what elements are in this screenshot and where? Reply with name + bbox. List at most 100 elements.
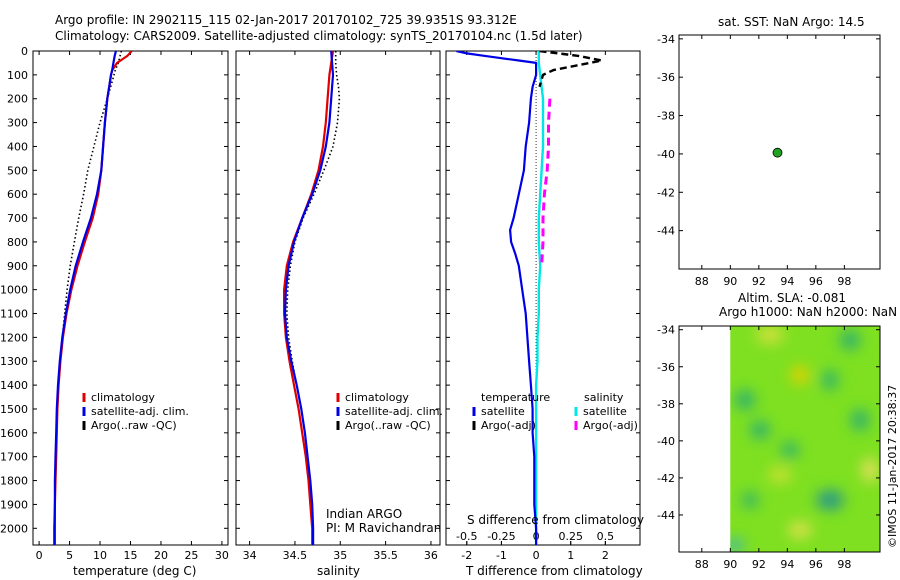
- map-y-tick-label: -42: [657, 186, 675, 199]
- x-tick-label: 35.5: [373, 549, 398, 562]
- temp-legend-climatology-label: climatology: [91, 391, 155, 404]
- depth-tick-label: 1600: [0, 427, 28, 440]
- salinity-satellite-diff-line: [534, 51, 545, 545]
- x2-tick-label: 0.5: [597, 530, 615, 543]
- map-x-tick-label: 90: [723, 558, 737, 571]
- depth-tick-label: 300: [7, 117, 28, 130]
- map-x-tick-label: 88: [695, 275, 709, 288]
- sla-map-title-1: Altim. SLA: -0.081: [738, 291, 847, 305]
- diff-legend-temp-argo-label: Argo(-adj): [481, 419, 536, 432]
- temperature-axes: [32, 50, 229, 546]
- salinity-axes: [235, 50, 441, 546]
- map-x-tick-label: 92: [752, 275, 766, 288]
- map-x-tick-label: 96: [809, 558, 823, 571]
- salinity-note-2: PI: M Ravichandran: [326, 521, 442, 535]
- x-tick-label: 10: [93, 549, 107, 562]
- map-y-tick-label: -38: [657, 110, 675, 123]
- map-x-tick-label: 94: [780, 275, 794, 288]
- x-tick-label: 34: [243, 549, 257, 562]
- x-tick-label: 0: [533, 549, 540, 562]
- depth-tick-label: 700: [7, 212, 28, 225]
- map-y-tick-label: -36: [657, 71, 675, 84]
- salinity-satellite-line: [283, 51, 335, 545]
- salinity-note-1: Indian ARGO: [326, 507, 403, 521]
- x-tick-label: 1: [567, 549, 574, 562]
- diff-legend-sal-satellite-label: satellite: [583, 405, 627, 418]
- x-tick-label: 2: [602, 549, 609, 562]
- argo-location-marker: [772, 147, 783, 158]
- depth-tick-label: 400: [7, 140, 28, 153]
- temperature-climatology-line: [53, 51, 133, 545]
- temperature-satellite-diff-line: [456, 51, 538, 545]
- x-tick-label: 35: [333, 549, 347, 562]
- depth-tick-label: 1300: [0, 355, 28, 368]
- map-y-tick-label: -38: [657, 398, 675, 411]
- salinity-argo-diff-line: [540, 98, 552, 266]
- sal-legend-satellite-label: satellite-adj. clim.: [345, 405, 443, 418]
- x-tick-label: 36: [424, 549, 438, 562]
- map-x-tick-label: 90: [723, 275, 737, 288]
- sla-heatmap: [730, 326, 880, 552]
- diff-legend-temp-satellite-label: satellite: [481, 405, 525, 418]
- x-tick-label: 15: [124, 549, 138, 562]
- depth-tick-label: 900: [7, 260, 28, 273]
- map-x-tick-label: 98: [837, 275, 851, 288]
- depth-tick-label: 600: [7, 188, 28, 201]
- x-tick-label: 30: [215, 549, 229, 562]
- difference-top-label: S difference from climatology: [467, 513, 644, 527]
- depth-tick-label: 1500: [0, 403, 28, 416]
- header-line-2: Climatology: CARS2009. Satellite-adjuste…: [55, 29, 583, 43]
- depth-tick-label: 800: [7, 236, 28, 249]
- depth-tick-label: 1800: [0, 475, 28, 488]
- map-x-tick-label: 96: [809, 275, 823, 288]
- depth-tick-label: 2000: [0, 522, 28, 535]
- diff-legend-temp-title: temperature: [481, 391, 550, 404]
- diff-legend-sal-argo-label: Argo(-adj): [583, 419, 638, 432]
- map-y-tick-label: -44: [657, 509, 675, 522]
- salinity-climatology-line: [283, 51, 335, 545]
- header-line-1: Argo profile: IN 2902115_115 02-Jan-2017…: [55, 13, 517, 27]
- map-y-tick-label: -42: [657, 472, 675, 485]
- temp-legend-satellite-label: satellite-adj. clim.: [91, 405, 189, 418]
- x-tick-label: -2: [461, 549, 472, 562]
- depth-tick-label: 1200: [0, 331, 28, 344]
- map-x-tick-label: 92: [752, 558, 766, 571]
- salinity-argo-line: [285, 51, 341, 529]
- x-tick-label: 20: [154, 549, 168, 562]
- depth-tick-label: 0: [21, 45, 28, 58]
- map-y-tick-label: -40: [657, 148, 675, 161]
- sal-legend-argo-label: Argo(..raw -QC): [345, 419, 431, 432]
- temperature-xlabel: temperature (deg C): [73, 564, 197, 578]
- temperature-argo-line: [53, 51, 123, 529]
- depth-tick-label: 200: [7, 93, 28, 106]
- depth-tick-label: 1000: [0, 284, 28, 297]
- depth-tick-label: 500: [7, 164, 28, 177]
- depth-tick-label: 1900: [0, 498, 28, 511]
- sal-legend-climatology-label: climatology: [345, 391, 409, 404]
- sla-map-title-2: Argo h1000: NaN h2000: NaN: [719, 305, 898, 319]
- temperature-argo-diff-line: [538, 51, 604, 88]
- map-x-tick-label: 98: [837, 558, 851, 571]
- x-tick-label: 34.5: [283, 549, 308, 562]
- x-tick-label: 0: [36, 549, 43, 562]
- sla-map-axes: [678, 325, 881, 553]
- map-y-tick-label: -44: [657, 225, 675, 238]
- sst-map-title: sat. SST: NaN Argo: 14.5: [718, 15, 865, 29]
- x-tick-label: 25: [184, 549, 198, 562]
- map-x-tick-label: 94: [780, 558, 794, 571]
- salinity-xlabel: salinity: [317, 564, 361, 578]
- diff-legend-sal-title: salinity: [584, 391, 624, 404]
- map-y-tick-label: -34: [657, 324, 675, 337]
- temperature-satellite-line: [53, 51, 117, 545]
- depth-tick-label: 100: [7, 69, 28, 82]
- x2-tick-label: -0.5: [456, 530, 477, 543]
- difference-xlabel: T difference from climatology: [466, 564, 643, 578]
- map-y-tick-label: -40: [657, 435, 675, 448]
- map-y-tick-label: -36: [657, 361, 675, 374]
- x2-tick-label: -0.25: [487, 530, 515, 543]
- depth-tick-label: 1100: [0, 308, 28, 321]
- imos-stamp: ©IMOS 11-Jan-2017 20:38:37: [886, 384, 899, 548]
- temp-legend-argo-label: Argo(..raw -QC): [91, 419, 177, 432]
- x-tick-label: -1: [496, 549, 507, 562]
